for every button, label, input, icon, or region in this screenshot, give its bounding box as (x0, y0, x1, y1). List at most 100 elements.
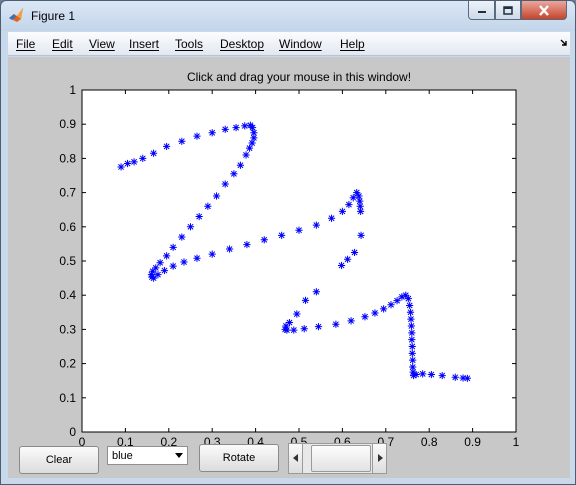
y-tick-label: 1 (69, 83, 76, 97)
data-point (178, 137, 186, 145)
data-point (178, 233, 186, 241)
data-point (407, 315, 415, 323)
data-point (300, 325, 308, 333)
data-point (290, 326, 298, 334)
rotate-button[interactable]: Rotate (199, 444, 279, 472)
y-tick-label: 0.5 (59, 254, 76, 268)
menu-tools[interactable]: Tools (175, 37, 204, 51)
data-point (193, 132, 201, 140)
scatter-chart[interactable]: Click and drag your mouse in this window… (8, 57, 570, 478)
y-tick-label: 0 (69, 425, 76, 439)
dock-arrow-icon[interactable] (559, 38, 569, 48)
data-point (130, 158, 138, 166)
arrow-right-icon (378, 454, 383, 462)
data-point (152, 264, 160, 272)
data-point (283, 326, 291, 334)
menu-help[interactable]: Help (340, 37, 365, 51)
data-point (250, 129, 258, 137)
data-point (412, 370, 420, 379)
data-point (327, 214, 336, 222)
menu-file[interactable]: File (16, 37, 36, 51)
menu-edit[interactable]: Edit (52, 37, 73, 51)
data-point (406, 301, 414, 310)
data-point (408, 342, 416, 351)
arrow-left-icon (293, 454, 298, 462)
data-point (154, 271, 162, 279)
data-point (398, 293, 406, 301)
data-point (371, 309, 379, 317)
y-tick-label: 0.1 (59, 391, 76, 405)
menu-desktop[interactable]: Desktop (220, 37, 265, 51)
x-tick-label: 0.9 (464, 435, 481, 449)
data-point (293, 310, 301, 318)
maximize-button[interactable] (495, 1, 521, 20)
y-tick-label: 0.6 (59, 220, 76, 234)
data-point (139, 154, 147, 162)
data-point (337, 261, 346, 270)
data-point (225, 245, 234, 253)
clear-button[interactable]: Clear (19, 446, 99, 474)
data-point (314, 323, 323, 331)
title-bar[interactable]: Figure 1 (1, 1, 575, 31)
y-tick-label: 0.3 (59, 322, 76, 336)
data-point (243, 240, 251, 249)
plot-area (81, 89, 517, 433)
data-point (208, 129, 216, 137)
data-point (163, 252, 171, 260)
data-point (312, 288, 320, 296)
data-point (404, 295, 412, 303)
data-point (221, 180, 229, 188)
data-point (150, 274, 158, 282)
data-point (402, 291, 410, 299)
data-point (278, 231, 286, 239)
data-point (186, 223, 195, 231)
data-point (169, 262, 177, 270)
close-icon (539, 4, 549, 16)
data-point (260, 236, 268, 244)
data-point (312, 221, 320, 229)
data-point (393, 297, 401, 305)
data-point (232, 124, 240, 132)
data-point (350, 248, 359, 257)
data-point (357, 231, 365, 239)
menu-view[interactable]: View (89, 37, 115, 51)
data-point (355, 192, 363, 200)
data-point (408, 336, 416, 344)
slider-thumb[interactable] (311, 445, 371, 472)
data-point (163, 142, 171, 151)
data-point (409, 363, 417, 371)
menu-bar: File Edit View Insert Tools Desktop Wind… (8, 32, 570, 56)
slider-right-arrow-button[interactable] (372, 444, 386, 473)
data-point (407, 322, 416, 330)
slider-left-arrow-button[interactable] (289, 444, 303, 473)
data-point (236, 161, 245, 169)
data-point (248, 124, 257, 132)
data-point (338, 207, 346, 216)
menu-insert[interactable]: Insert (129, 37, 160, 51)
data-point (160, 266, 169, 275)
data-point (387, 301, 395, 309)
color-select[interactable]: blue (107, 446, 188, 465)
matlab-logo-icon (9, 8, 23, 22)
data-point (357, 207, 365, 216)
rotation-slider[interactable] (288, 443, 387, 474)
data-point (195, 212, 203, 221)
close-button[interactable] (521, 1, 567, 20)
data-point (245, 144, 254, 152)
minimize-button[interactable] (468, 1, 495, 20)
data-point (361, 313, 369, 321)
data-point (459, 374, 467, 382)
minimize-icon (477, 11, 486, 13)
data-point (463, 374, 471, 382)
menu-window[interactable]: Window (279, 37, 322, 51)
y-tick-label: 0.2 (59, 357, 76, 371)
data-point (117, 163, 125, 171)
data-point (295, 226, 303, 234)
figure-area[interactable]: Click and drag your mouse in this window… (8, 57, 570, 478)
data-point (241, 122, 249, 130)
x-tick-label: 0.1 (117, 435, 134, 449)
data-point (345, 200, 353, 209)
data-point (208, 250, 216, 258)
y-tick-label: 0.9 (59, 117, 76, 131)
y-tick-label: 0.8 (59, 151, 76, 165)
